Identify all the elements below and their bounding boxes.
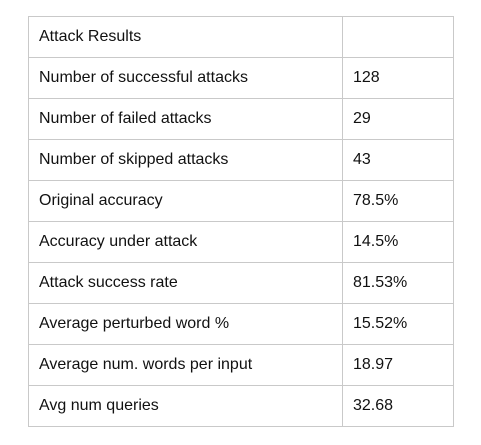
table-row: Original accuracy 78.5%	[28, 180, 454, 222]
metric-label: Average num. words per input	[28, 344, 343, 386]
metric-value: 18.97	[342, 344, 454, 386]
table-header-value	[342, 16, 454, 58]
metric-label: Average perturbed word %	[28, 303, 343, 345]
table-row: Number of skipped attacks 43	[28, 139, 454, 181]
metric-value: 29	[342, 98, 454, 140]
metric-value: 81.53%	[342, 262, 454, 304]
table-row: Average num. words per input 18.97	[28, 344, 454, 386]
metric-label: Avg num queries	[28, 385, 343, 427]
metric-label: Original accuracy	[28, 180, 343, 222]
metric-label: Accuracy under attack	[28, 221, 343, 263]
metric-value: 15.52%	[342, 303, 454, 345]
metric-value: 128	[342, 57, 454, 99]
metric-label: Attack success rate	[28, 262, 343, 304]
attack-results-table: Attack Results Number of successful atta…	[28, 16, 454, 427]
table-row: Avg num queries 32.68	[28, 385, 454, 427]
table-row: Number of successful attacks 128	[28, 57, 454, 99]
metric-value: 14.5%	[342, 221, 454, 263]
table-row: Number of failed attacks 29	[28, 98, 454, 140]
metric-label: Number of failed attacks	[28, 98, 343, 140]
table-row: Attack success rate 81.53%	[28, 262, 454, 304]
table-header-row: Attack Results	[28, 16, 454, 58]
metric-label: Number of skipped attacks	[28, 139, 343, 181]
metric-value: 78.5%	[342, 180, 454, 222]
metric-label: Number of successful attacks	[28, 57, 343, 99]
metric-value: 43	[342, 139, 454, 181]
table-row: Average perturbed word % 15.52%	[28, 303, 454, 345]
metric-value: 32.68	[342, 385, 454, 427]
table-row: Accuracy under attack 14.5%	[28, 221, 454, 263]
table-header-label: Attack Results	[28, 16, 343, 58]
